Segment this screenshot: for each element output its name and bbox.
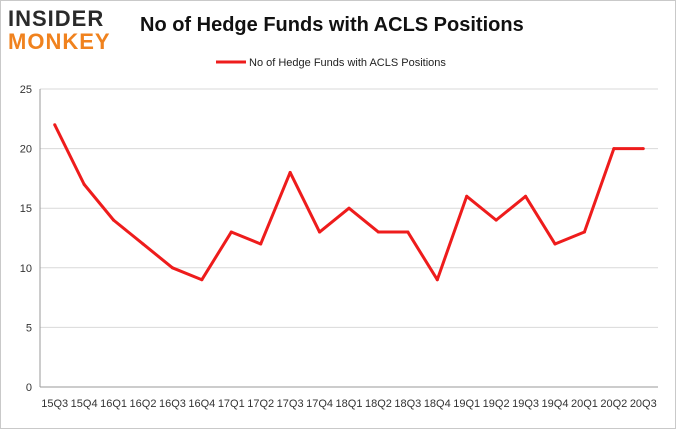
x-tick-label: 17Q1: [218, 398, 245, 410]
x-tick-label: 16Q3: [159, 398, 186, 410]
x-tick-label: 15Q3: [41, 398, 68, 410]
data-point: [553, 242, 557, 246]
x-tick-label: 17Q4: [306, 398, 333, 410]
x-tick-label: 19Q4: [542, 398, 569, 410]
y-axis-ticks: 0 5 10 15 20 25: [20, 84, 32, 394]
x-tick-label: 18Q3: [394, 398, 421, 410]
x-tick-label: 18Q1: [336, 398, 363, 410]
legend-label: No of Hedge Funds with ACLS Positions: [249, 57, 446, 69]
x-tick-label: 20Q1: [571, 398, 598, 410]
data-point: [170, 266, 174, 270]
series-line: [53, 124, 644, 282]
legend: No of Hedge Funds with ACLS Positions: [216, 57, 446, 69]
x-tick-label: 19Q1: [453, 398, 480, 410]
y-tick-label: 25: [20, 84, 32, 96]
y-tick-label: 15: [20, 203, 32, 215]
data-point: [612, 147, 616, 151]
data-point: [200, 278, 204, 282]
data-point: [141, 242, 145, 246]
data-point: [582, 230, 586, 234]
x-tick-label: 18Q2: [365, 398, 392, 410]
x-tick-label: 16Q1: [100, 398, 127, 410]
data-point: [494, 218, 498, 222]
data-point: [376, 230, 380, 234]
gridlines: [39, 88, 658, 388]
x-axis-ticks: 15Q3 15Q4 16Q1 16Q2 16Q3 16Q4 17Q1 17Q2 17Q3 17Q4…: [41, 398, 656, 410]
x-tick-label: 15Q4: [71, 398, 98, 410]
data-point: [288, 170, 292, 174]
data-point: [53, 123, 57, 127]
x-tick-label: 20Q3: [630, 398, 657, 410]
chart-title: No of Hedge Funds with ACLS Positions: [140, 14, 524, 36]
x-tick-label: 17Q2: [247, 398, 274, 410]
x-tick-label: 16Q4: [188, 398, 215, 410]
x-tick-label: 18Q4: [424, 398, 451, 410]
data-point: [435, 278, 439, 282]
data-point: [524, 194, 528, 198]
data-point: [318, 230, 322, 234]
data-point: [347, 206, 351, 210]
data-point: [406, 230, 410, 234]
logo-line-2: MONKEY: [8, 29, 111, 54]
y-tick-label: 5: [26, 322, 32, 334]
logo-line-1: INSIDER: [8, 6, 105, 31]
x-tick-label: 16Q2: [130, 398, 157, 410]
data-point: [112, 218, 116, 222]
x-tick-label: 17Q3: [277, 398, 304, 410]
y-tick-label: 0: [26, 382, 32, 394]
x-tick-label: 19Q2: [483, 398, 510, 410]
data-point: [641, 147, 645, 151]
x-tick-label: 19Q3: [512, 398, 539, 410]
insider-monkey-logo: INSIDER MONKEY: [8, 7, 128, 57]
series-group: [53, 123, 645, 282]
data-point: [229, 230, 233, 234]
y-tick-label: 10: [20, 263, 32, 275]
data-point: [82, 182, 86, 186]
y-tick-label: 20: [20, 144, 32, 156]
x-tick-label: 20Q2: [600, 398, 627, 410]
data-point: [465, 194, 469, 198]
data-point: [259, 242, 263, 246]
